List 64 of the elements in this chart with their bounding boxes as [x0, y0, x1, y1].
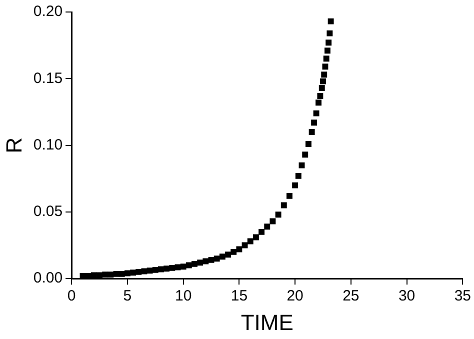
point	[214, 256, 220, 262]
point	[225, 252, 231, 258]
point	[192, 260, 198, 267]
x-axis-title: TIME	[240, 310, 294, 335]
y-tick-label: 0.05	[33, 203, 63, 220]
point	[169, 264, 176, 271]
point	[102, 272, 108, 278]
point	[321, 72, 328, 78]
point	[302, 152, 308, 158]
point	[317, 93, 324, 99]
point	[202, 258, 209, 264]
point	[324, 48, 330, 54]
point	[264, 224, 270, 230]
point	[208, 256, 214, 263]
point	[230, 248, 237, 255]
y-axis-title: R	[1, 137, 26, 154]
point	[308, 128, 315, 135]
point	[311, 120, 318, 126]
point	[146, 268, 153, 274]
point	[316, 100, 322, 106]
y-tick-label: 0.20	[33, 3, 63, 20]
y-tick-label: 0.10	[33, 136, 63, 154]
point	[318, 85, 325, 91]
point	[136, 268, 142, 275]
y-tick-label: 0.15	[33, 70, 63, 87]
x-tick-label: 20	[286, 288, 304, 305]
x-tick-label: 35	[454, 288, 471, 305]
point	[270, 218, 276, 224]
point	[164, 266, 170, 272]
point	[320, 78, 326, 84]
point	[236, 246, 242, 252]
point	[280, 202, 287, 208]
point	[286, 192, 292, 199]
point	[275, 212, 282, 218]
x-tick-label: 5	[123, 288, 132, 305]
point	[326, 30, 333, 36]
point	[313, 110, 320, 116]
point	[298, 162, 305, 168]
x-tick-label: 25	[342, 288, 360, 305]
point	[322, 64, 328, 70]
point	[118, 270, 125, 277]
x-tick-label: 0	[67, 288, 76, 305]
point	[258, 228, 265, 235]
point	[108, 272, 114, 278]
x-tick-label: 15	[230, 288, 248, 305]
point	[113, 270, 120, 277]
point	[197, 260, 204, 266]
point	[180, 264, 186, 270]
point	[219, 254, 226, 260]
point	[305, 140, 312, 147]
point	[295, 172, 302, 179]
point	[292, 182, 298, 188]
point	[252, 234, 259, 240]
point	[323, 56, 330, 62]
x-tick-label: 10	[174, 288, 192, 305]
y-tick-label: 0.00	[33, 270, 63, 287]
x-tick-label: 30	[398, 288, 416, 305]
point	[326, 40, 332, 46]
point	[152, 266, 158, 273]
point	[141, 268, 148, 274]
point	[130, 270, 136, 276]
point	[242, 242, 248, 248]
point	[328, 18, 334, 24]
point	[247, 238, 254, 244]
